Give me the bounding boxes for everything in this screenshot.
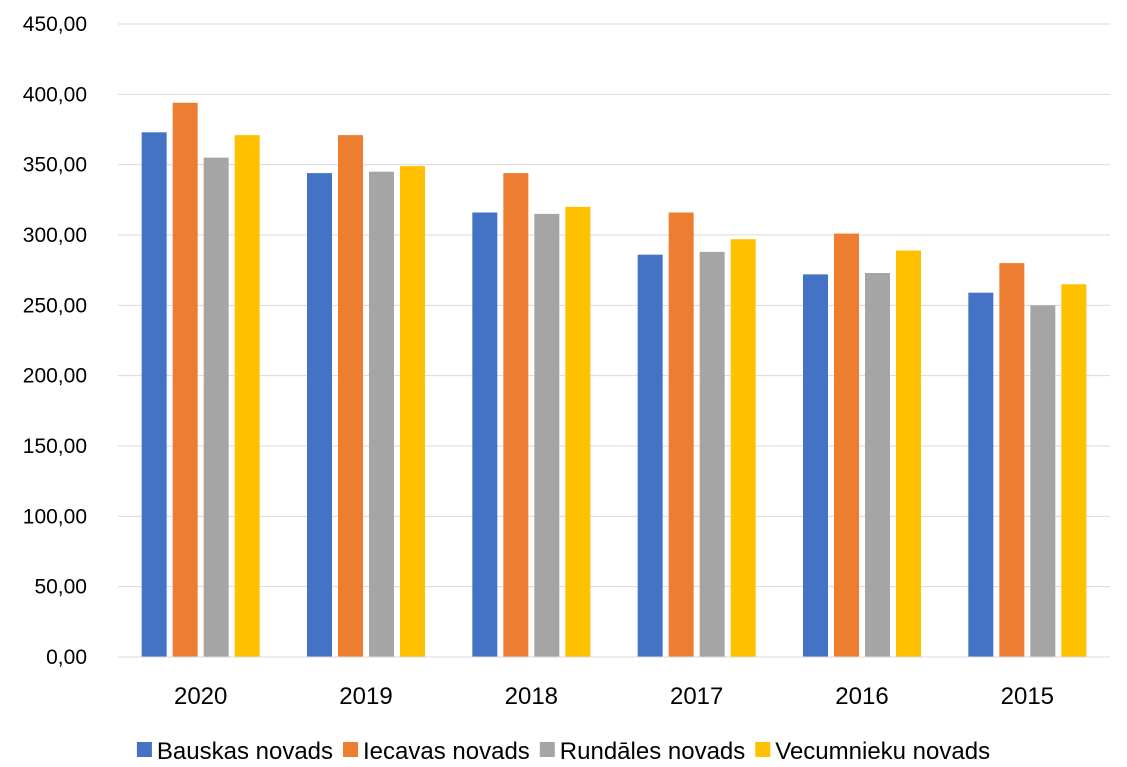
bar-2020-series-3	[203, 157, 229, 657]
y-tick-label: 100,00	[23, 505, 87, 528]
bar-2018-series-3	[534, 213, 560, 657]
x-tick-label: 2016	[835, 683, 888, 710]
y-tick-label: 450,00	[23, 13, 87, 36]
x-tick-label: 2018	[505, 683, 558, 710]
x-tick-label: 2020	[174, 683, 227, 710]
legend-swatch-series-4	[755, 742, 771, 757]
bar-2016-series-1	[803, 274, 828, 657]
legend-label: Iecavas novads	[363, 738, 530, 765]
bar-2018-series-4	[565, 206, 591, 657]
y-tick-label: 300,00	[23, 224, 87, 247]
bar-2016-series-4	[896, 250, 921, 657]
bar-2017-series-2	[668, 212, 694, 657]
y-tick-label: 400,00	[23, 83, 87, 106]
bar-2018-series-1	[472, 212, 498, 657]
bar-2020-series-2	[172, 102, 198, 658]
legend-label: Bauskas novads	[157, 738, 333, 765]
bar-2018-series-2	[503, 173, 529, 657]
legend-swatch-series-3	[539, 742, 555, 757]
legend-label: Vecumnieku novads	[775, 738, 990, 765]
legend-swatch-series-2	[343, 742, 359, 757]
legend-label: Rundāles novads	[560, 738, 745, 765]
bar-2020-series-1	[141, 132, 167, 657]
bar-2017-series-1	[637, 254, 663, 657]
bar-2020-series-4	[234, 135, 260, 658]
x-tick-label: 2017	[670, 683, 723, 710]
bar-2019-series-3	[369, 171, 394, 657]
y-tick-label: 50,00	[34, 576, 87, 599]
x-tick-label: 2019	[339, 683, 392, 710]
gridlines	[118, 23, 1110, 588]
bar-2015-series-2	[999, 263, 1025, 657]
bar-2015-series-4	[1061, 284, 1087, 657]
bars	[141, 102, 1087, 658]
y-tick-label: 200,00	[23, 365, 87, 388]
bar-2017-series-4	[730, 239, 756, 657]
x-axis-ticks: 2020 2019 2018 2017 2016 2015	[174, 683, 1054, 710]
y-tick-label: 350,00	[23, 154, 87, 177]
x-tick-label: 2015	[1001, 683, 1054, 710]
y-tick-label: 150,00	[23, 435, 87, 458]
bar-2019-series-2	[338, 135, 363, 658]
y-tick-label: 0,00	[46, 646, 87, 669]
y-axis-ticks: 0,00 50,00 100,00 150,00 200,00 250,00 300,00 3…	[23, 13, 87, 669]
legend-swatch-series-1	[136, 742, 152, 757]
legend: Bauskas novads Iecavas novads Rundāles nov…	[136, 738, 990, 765]
bar-2015-series-3	[1030, 305, 1056, 657]
y-tick-label: 250,00	[23, 294, 87, 317]
bar-2017-series-3	[699, 251, 725, 657]
bar-2019-series-1	[307, 173, 332, 657]
bar-2015-series-1	[968, 292, 994, 657]
bar-2016-series-2	[834, 233, 859, 658]
bar-2016-series-3	[865, 272, 890, 657]
bar-2019-series-4	[400, 166, 425, 657]
